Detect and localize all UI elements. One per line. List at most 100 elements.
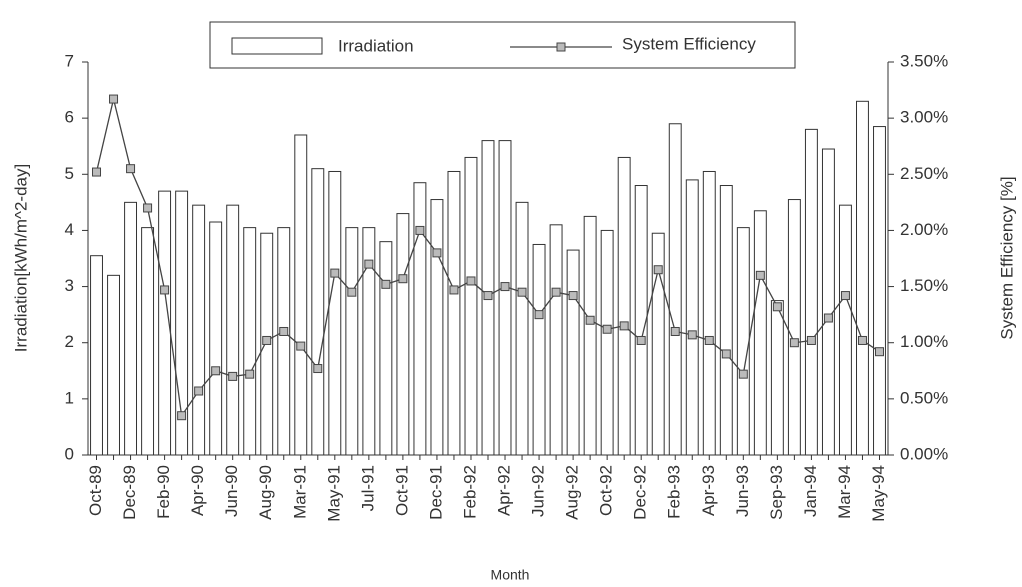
legend-label: Irradiation: [338, 36, 414, 55]
y-tick-label: 4: [65, 220, 74, 239]
y-tick-label: 7: [65, 51, 74, 70]
bar: [193, 205, 205, 455]
bar: [278, 228, 290, 455]
efficiency-marker: [178, 412, 186, 420]
efficiency-marker: [552, 288, 560, 296]
bar: [312, 169, 324, 455]
efficiency-marker: [263, 336, 271, 344]
bar: [244, 228, 256, 455]
legend-swatch: [232, 38, 322, 54]
bar: [567, 250, 579, 455]
x-tick-label: Oct-92: [597, 465, 616, 516]
bar: [771, 301, 783, 455]
efficiency-marker: [705, 336, 713, 344]
efficiency-marker: [535, 311, 543, 319]
bar: [669, 124, 681, 455]
efficiency-marker: [399, 275, 407, 283]
bar: [550, 225, 562, 455]
x-tick-label: Apr-93: [699, 465, 718, 516]
bar: [805, 129, 817, 455]
x-tick-label: Dec-89: [120, 465, 139, 520]
x-axis-title: Month: [491, 567, 530, 583]
efficiency-marker: [620, 322, 628, 330]
efficiency-marker: [654, 266, 662, 274]
bar: [448, 171, 460, 455]
bar: [720, 186, 732, 455]
bar: [618, 157, 630, 455]
efficiency-marker: [280, 327, 288, 335]
y2-tick-label: 1.00%: [900, 332, 948, 351]
x-tick-label: Aug-90: [256, 465, 275, 520]
bar: [516, 202, 528, 455]
bar: [635, 186, 647, 455]
y-tick-label: 5: [65, 164, 74, 183]
bar: [737, 228, 749, 455]
efficiency-marker: [875, 348, 883, 356]
x-tick-label: Mar-94: [835, 465, 854, 519]
efficiency-marker: [450, 286, 458, 294]
x-tick-label: Apr-90: [188, 465, 207, 516]
efficiency-marker: [467, 277, 475, 285]
x-tick-label: May-91: [324, 465, 343, 522]
bar: [125, 202, 137, 455]
bar: [329, 171, 341, 455]
bar: [584, 216, 596, 455]
bar: [533, 244, 545, 455]
efficiency-marker: [348, 288, 356, 296]
efficiency-marker: [195, 387, 203, 395]
efficiency-marker: [637, 336, 645, 344]
bar: [857, 101, 869, 455]
efficiency-marker: [569, 292, 577, 300]
efficiency-marker: [433, 249, 441, 257]
bar: [822, 149, 834, 455]
y2-tick-label: 2.00%: [900, 220, 948, 239]
efficiency-marker: [756, 271, 764, 279]
bar: [380, 242, 392, 455]
bar: [839, 205, 851, 455]
x-tick-label: Oct-89: [86, 465, 105, 516]
bar: [686, 180, 698, 455]
bar: [788, 200, 800, 455]
efficiency-marker: [331, 269, 339, 277]
x-tick-label: Mar-91: [290, 465, 309, 519]
bar: [142, 228, 154, 455]
chart: Month Irradiation[kWh/m^2-day] System Ef…: [0, 0, 1022, 587]
x-tick-label: Jun-93: [733, 465, 752, 517]
legend-label: System Efficiency: [622, 34, 756, 53]
bar: [210, 222, 222, 455]
x-tick-label: Feb-90: [154, 465, 173, 519]
y2-tick-label: 3.50%: [900, 51, 948, 70]
efficiency-marker: [246, 370, 254, 378]
x-tick-label: Jun-92: [529, 465, 548, 517]
bar: [346, 228, 358, 455]
efficiency-marker: [688, 331, 696, 339]
y-tick-label: 0: [65, 444, 74, 463]
x-tick-label: May-94: [869, 465, 888, 522]
y-tick-label: 1: [65, 388, 74, 407]
x-tick-label: Jun-90: [222, 465, 241, 517]
bar: [227, 205, 239, 455]
efficiency-marker: [722, 350, 730, 358]
efficiency-marker: [858, 336, 866, 344]
y2-tick-label: 0.50%: [900, 388, 948, 407]
efficiency-marker: [841, 292, 849, 300]
legend-marker: [557, 43, 565, 51]
bar: [431, 200, 443, 455]
x-tick-label: Jul-91: [358, 465, 377, 511]
bar: [414, 183, 426, 455]
efficiency-marker: [127, 165, 135, 173]
efficiency-marker: [790, 339, 798, 347]
y2-tick-label: 3.00%: [900, 108, 948, 127]
bar: [874, 127, 886, 455]
x-tick-label: Dec-92: [631, 465, 650, 520]
efficiency-marker: [518, 288, 526, 296]
bar: [754, 211, 766, 455]
bar: [499, 141, 511, 455]
efficiency-marker: [365, 260, 373, 268]
y-tick-label: 6: [65, 108, 74, 127]
efficiency-marker: [110, 95, 118, 103]
x-tick-label: Aug-92: [563, 465, 582, 520]
x-tick-label: Feb-92: [460, 465, 479, 519]
bar: [397, 214, 409, 455]
x-tick-label: Apr-92: [495, 465, 514, 516]
